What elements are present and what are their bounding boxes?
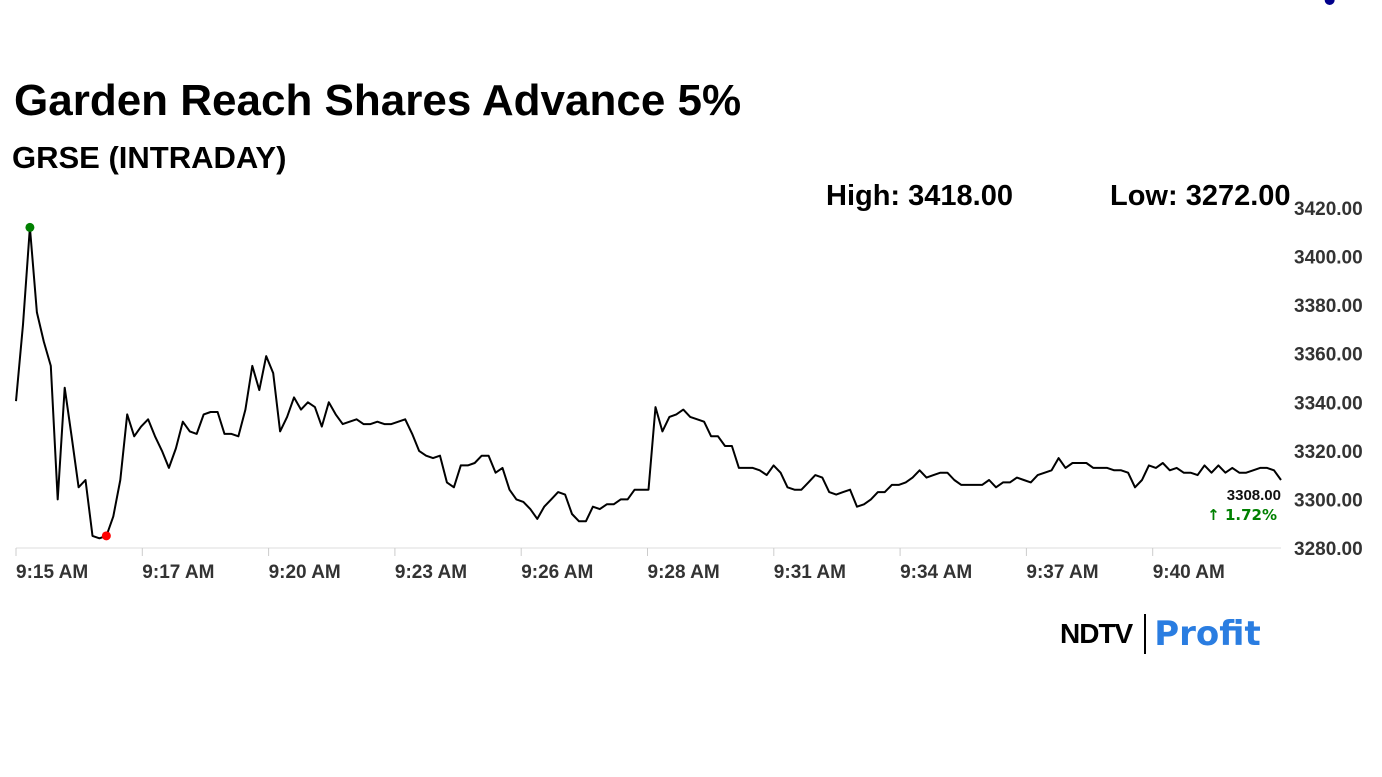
- chart-title: Garden Reach Shares Advance 5%: [14, 76, 742, 125]
- y-tick-label: 3380.00: [1294, 296, 1363, 317]
- high-stat: High: 3418.00: [826, 180, 1013, 212]
- y-tick-label: 3280.00: [1294, 539, 1363, 560]
- last-point-marker: [1324, 0, 1335, 5]
- last-value-label: 3308.00: [1227, 487, 1281, 504]
- low-stat: Low: 3272.00: [1110, 180, 1291, 212]
- y-tick-label: 3320.00: [1294, 442, 1363, 463]
- x-tick-label: 9:20 AM: [269, 562, 341, 583]
- x-tick-label: 9:17 AM: [142, 562, 214, 583]
- x-tick-label: 9:26 AM: [521, 562, 593, 583]
- y-tick-label: 3300.00: [1294, 490, 1363, 511]
- y-tick-label: 3360.00: [1294, 345, 1363, 366]
- profit-wordmark: Profit: [1154, 614, 1261, 654]
- x-tick-label: 9:31 AM: [774, 562, 846, 583]
- x-tick-label: 9:40 AM: [1153, 562, 1225, 583]
- chart-subtitle: GRSE (INTRADAY): [12, 140, 287, 175]
- ndtv-profit-logo: NDTV Profit: [1060, 612, 1261, 656]
- x-tick-label: 9:34 AM: [900, 562, 972, 583]
- x-tick-label: 9:23 AM: [395, 562, 467, 583]
- y-tick-label: 3420.00: [1294, 199, 1363, 220]
- price-line: [15, 226, 1282, 540]
- x-tick-label: 9:28 AM: [648, 562, 720, 583]
- ndtv-wordmark: NDTV: [1060, 618, 1133, 649]
- y-tick-label: 3400.00: [1294, 248, 1363, 269]
- high-point-marker: [25, 222, 35, 232]
- x-tick-label: 9:15 AM: [16, 562, 88, 583]
- y-tick-label: 3340.00: [1294, 393, 1363, 414]
- logo-divider: [1144, 614, 1147, 654]
- x-tick-label: 9:37 AM: [1026, 562, 1098, 583]
- low-point-marker: [101, 531, 111, 541]
- change-label: ↑ 1.72%: [1207, 506, 1277, 524]
